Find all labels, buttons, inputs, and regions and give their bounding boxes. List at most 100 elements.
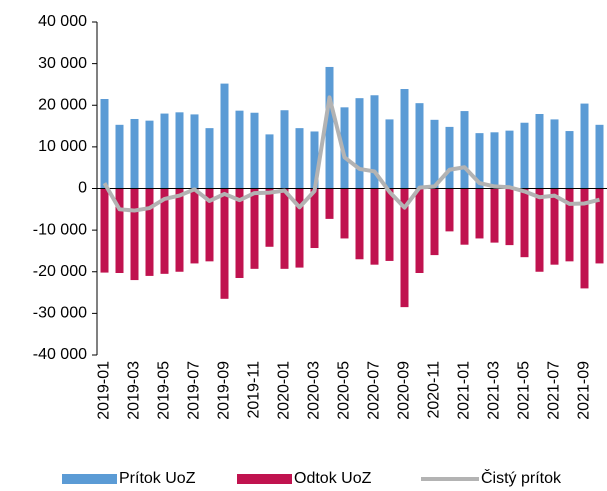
x-tick-label: 2021-09 (576, 361, 593, 420)
x-tick-label: 2020-05 (336, 361, 353, 420)
bar (580, 103, 589, 189)
bar (415, 188, 424, 273)
bar (550, 188, 559, 265)
bar (385, 188, 394, 261)
bar (520, 122, 529, 189)
bar (265, 134, 274, 189)
bar (430, 188, 439, 256)
bar (535, 188, 544, 272)
bar (445, 188, 454, 232)
y-tick-label: 20 000 (38, 96, 87, 113)
bar (295, 128, 304, 189)
bar (205, 128, 214, 189)
bar (190, 114, 199, 189)
bar (235, 188, 244, 278)
bar (415, 103, 424, 189)
bar (385, 119, 394, 189)
x-tick-label: 2021-05 (516, 361, 533, 420)
x-tick-label: 2020-03 (306, 361, 323, 420)
bar (355, 98, 364, 189)
legend-swatch (237, 474, 292, 484)
bar (325, 188, 334, 219)
y-tick-label: -40 000 (33, 346, 87, 363)
bar (400, 89, 409, 189)
bar (100, 188, 109, 273)
x-tick-label: 2019-11 (246, 361, 263, 419)
bar (505, 130, 514, 189)
bar (250, 112, 259, 189)
bar (505, 188, 514, 246)
bar (490, 132, 499, 189)
bar (220, 188, 229, 299)
bar (130, 118, 139, 189)
bar (250, 188, 259, 269)
bar (310, 188, 319, 249)
bar (490, 188, 499, 243)
x-tick-label: 2021-03 (486, 361, 503, 420)
bar (160, 113, 169, 189)
x-tick-label: 2020-11 (426, 361, 443, 419)
x-tick-label: 2021-01 (456, 361, 473, 420)
bar (595, 124, 604, 189)
y-tick-label: 0 (78, 180, 87, 197)
bar (460, 111, 469, 189)
bar (280, 188, 289, 269)
x-tick-label: 2020-09 (396, 361, 413, 420)
bar (205, 188, 214, 262)
bar (145, 120, 154, 189)
bar (370, 188, 379, 265)
bar (115, 188, 124, 273)
x-tick-label: 2020-01 (276, 361, 293, 420)
bar (220, 83, 229, 189)
y-tick-label: -20 000 (33, 263, 87, 280)
x-tick-label: 2019-07 (186, 361, 203, 420)
bar (475, 188, 484, 239)
bar (595, 188, 604, 264)
bar (475, 133, 484, 189)
y-tick-label: -30 000 (33, 305, 87, 322)
bar (130, 188, 139, 281)
x-tick-label: 2021-07 (546, 361, 563, 420)
y-tick-label: 10 000 (38, 138, 87, 155)
bar (310, 131, 319, 189)
y-tick-label: 40 000 (38, 13, 87, 30)
x-tick-label: 2019-09 (216, 361, 233, 420)
bar (370, 95, 379, 189)
bar (235, 110, 244, 189)
bar (355, 188, 364, 260)
bar (145, 188, 154, 276)
bar (100, 99, 109, 189)
bar (550, 119, 559, 189)
bar (160, 188, 169, 274)
bar (535, 113, 544, 189)
bar (340, 188, 349, 239)
legend-label: Prítok UoZ (119, 470, 196, 487)
bar (175, 188, 184, 272)
legend-label: Čistý prítok (481, 468, 562, 487)
x-tick-label: 2019-01 (96, 361, 113, 420)
legend-label: Odtok UoZ (294, 470, 372, 487)
bar (460, 188, 469, 245)
bar (445, 126, 454, 189)
bar (430, 119, 439, 189)
y-tick-label: -10 000 (33, 221, 87, 238)
y-tick-label: 30 000 (38, 55, 87, 72)
bar (175, 112, 184, 189)
bar (565, 188, 574, 262)
bar (520, 188, 529, 258)
x-tick-label: 2020-07 (366, 361, 383, 420)
legend-swatch (62, 474, 117, 484)
bar (325, 66, 334, 189)
line (102, 95, 600, 213)
x-tick-label: 2019-05 (156, 361, 173, 420)
bar (190, 188, 199, 264)
bar (115, 124, 124, 189)
bar (280, 110, 289, 189)
bar (265, 188, 274, 247)
bar (580, 188, 589, 289)
bar (295, 188, 304, 268)
bar (565, 131, 574, 189)
bar (340, 107, 349, 189)
bar (400, 188, 409, 308)
